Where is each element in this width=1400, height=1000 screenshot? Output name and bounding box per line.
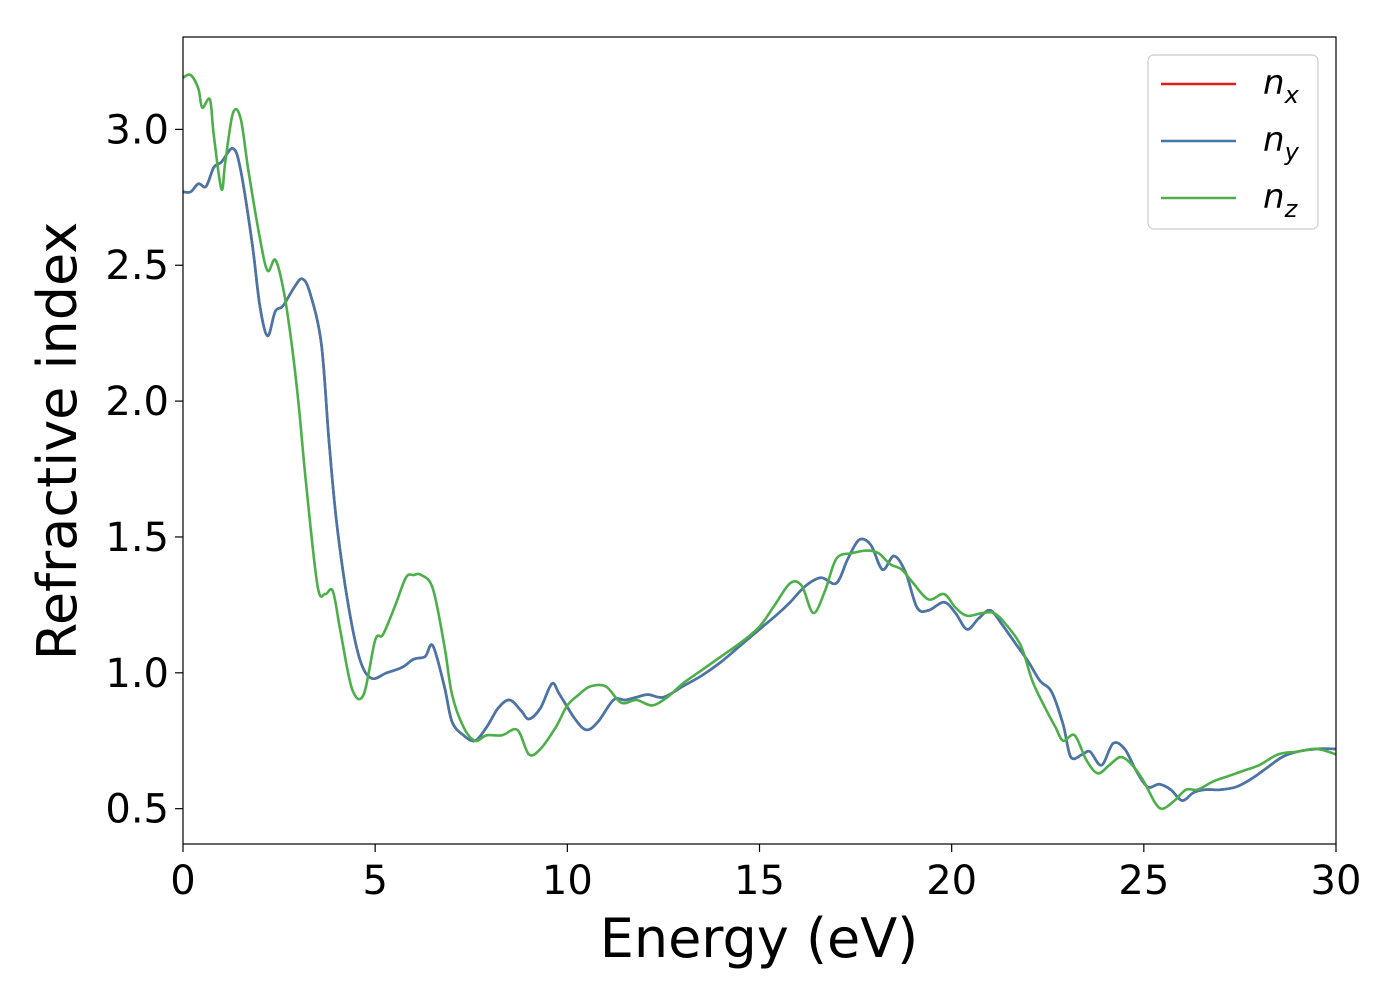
series-line-x: [183, 147, 1336, 802]
y-axis-title: Refractive index: [26, 222, 89, 661]
x-tick-label: 25: [1118, 858, 1169, 904]
y-tick-label: 1.5: [105, 515, 169, 561]
series-line-y: [183, 147, 1336, 802]
x-tick-label: 30: [1311, 858, 1362, 904]
y-tick-label: 1.0: [105, 651, 169, 697]
x-axis-ticks: 0 5 10 15 20 25 30: [170, 844, 1361, 904]
y-axis-ticks: 0.5 1.0 1.5 2.0 2.5 3.0: [105, 107, 183, 833]
series-line-z: [183, 73, 1336, 811]
x-tick-label: 5: [362, 858, 387, 904]
x-axis-title: Energy (eV): [600, 907, 919, 970]
y-tick-label: 2.0: [105, 379, 169, 425]
y-tick-label: 0.5: [105, 787, 169, 833]
x-tick-label: 10: [542, 858, 593, 904]
y-tick-label: 2.5: [105, 243, 169, 289]
plot-lines: [183, 73, 1336, 811]
y-tick-label: 3.0: [105, 107, 169, 153]
x-tick-label: 15: [734, 858, 785, 904]
x-tick-label: 0: [170, 858, 195, 904]
x-tick-label: 20: [926, 858, 977, 904]
